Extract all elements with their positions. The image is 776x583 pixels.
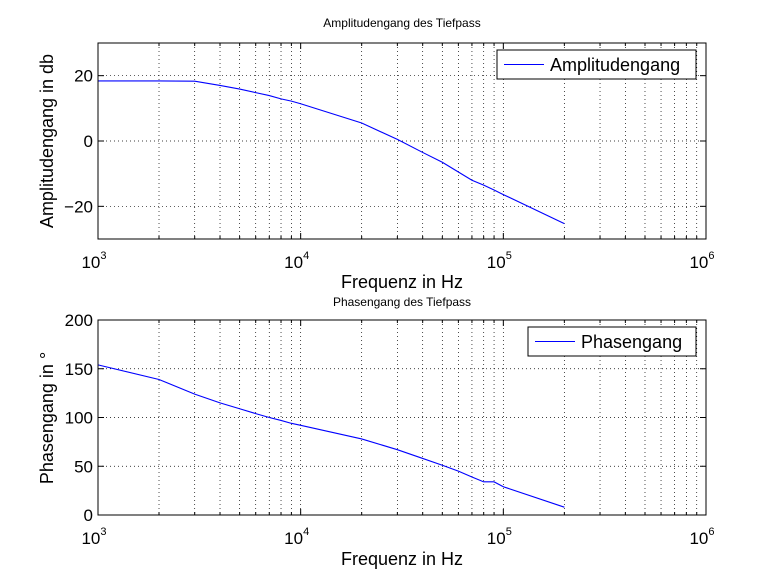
amplitude-y-tick-label: 0 <box>84 132 93 151</box>
amplitude-legend: Amplitudengang <box>496 49 697 80</box>
amplitude-x-tick-label: 104 <box>284 250 309 272</box>
phase-y-tick-label: 0 <box>84 506 93 525</box>
amplitude-chart-title: Amplitudengang des Tiefpass <box>323 16 480 30</box>
amplitude-y-tick-label: 20 <box>74 67 93 86</box>
phase-x-tick-label: 106 <box>689 526 714 548</box>
amplitude-ticks: 103 104 105 106 20 0 −20 <box>64 43 715 272</box>
phase-line-layer <box>97 364 565 508</box>
phase-y-tick-label: 50 <box>74 457 93 476</box>
phase-ticks: 103 104 105 106 200 150 100 50 0 <box>65 311 715 548</box>
phase-y-axis-label: Phasengang in ° <box>37 352 57 484</box>
amplitude-x-axis-label: Frequenz in Hz <box>341 272 463 292</box>
phase-y-tick-label: 150 <box>65 360 93 379</box>
amplitude-x-tick-label: 105 <box>487 250 512 272</box>
phase-y-tick-label: 200 <box>65 311 93 330</box>
phase-x-tick-label: 104 <box>284 526 309 548</box>
amplitude-legend-label: Amplitudengang <box>550 55 680 75</box>
phase-legend: Phasengang <box>527 326 697 357</box>
phase-chart-title: Phasengang des Tiefpass <box>333 295 471 309</box>
amplitude-series-line <box>98 80 565 225</box>
amplitude-line-layer <box>98 80 565 225</box>
phase-series-line <box>97 364 565 508</box>
phase-legend-label: Phasengang <box>581 332 682 352</box>
phase-x-tick-label: 105 <box>487 526 512 548</box>
phase-subplot: Phasengang des Tiefpass 103 104 105 1062001… <box>37 295 715 569</box>
amplitude-x-tick-label: 106 <box>689 250 714 272</box>
amplitude-subplot: Amplitudengang des Tiefpass 103 104 105 106… <box>37 16 715 292</box>
amplitude-x-tick-label: 103 <box>81 250 106 272</box>
phase-x-tick-label: 103 <box>81 526 106 548</box>
phase-x-axis-label: Frequenz in Hz <box>341 549 463 569</box>
amplitude-y-axis-label: Amplitudengang in db <box>37 54 57 228</box>
phase-y-tick-label: 100 <box>65 409 93 428</box>
amplitude-y-tick-label: −20 <box>64 197 93 216</box>
